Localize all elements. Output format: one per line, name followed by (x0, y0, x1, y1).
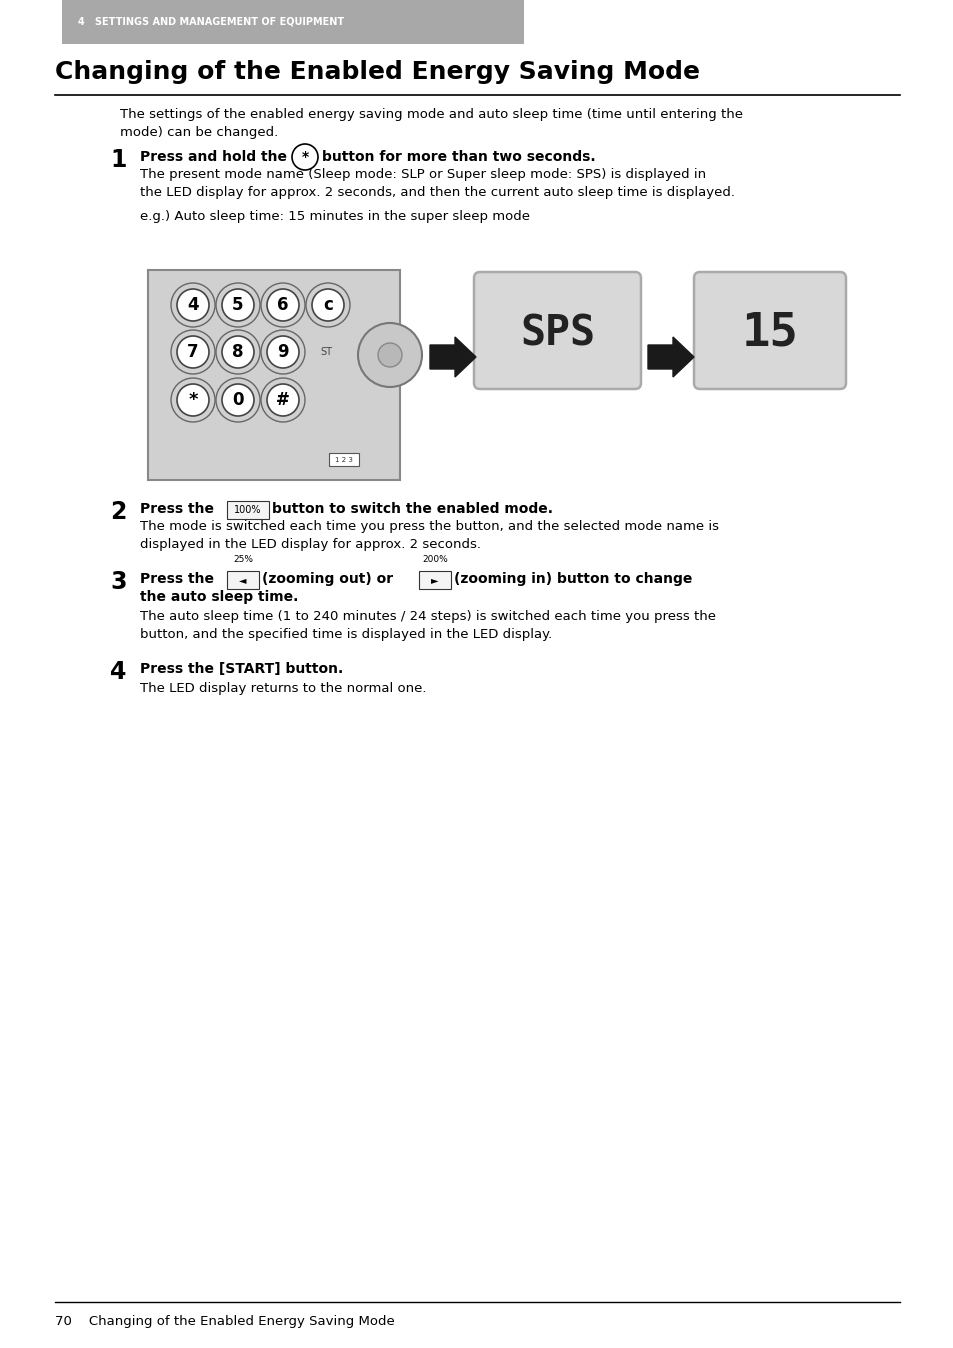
Circle shape (292, 144, 317, 170)
Text: button for more than two seconds.: button for more than two seconds. (322, 150, 595, 164)
Circle shape (171, 330, 214, 373)
Text: ►: ► (431, 576, 438, 585)
Text: (zooming in) button to change: (zooming in) button to change (454, 572, 692, 586)
Circle shape (171, 283, 214, 328)
Text: *: * (188, 391, 197, 408)
Text: 0: 0 (232, 391, 244, 408)
Text: 6: 6 (277, 297, 289, 314)
Circle shape (177, 384, 209, 417)
Text: 100%: 100% (234, 506, 261, 515)
Text: *: * (301, 150, 308, 164)
Circle shape (215, 330, 260, 373)
FancyBboxPatch shape (693, 272, 845, 390)
Circle shape (267, 288, 298, 321)
Text: Press the: Press the (140, 572, 213, 586)
Circle shape (177, 336, 209, 368)
Text: (zooming out) or: (zooming out) or (262, 572, 393, 586)
Text: Press and hold the: Press and hold the (140, 150, 287, 164)
Text: 2: 2 (110, 500, 126, 524)
Circle shape (222, 336, 253, 368)
Polygon shape (430, 337, 476, 377)
FancyBboxPatch shape (148, 270, 399, 480)
Text: 1: 1 (110, 148, 126, 173)
Circle shape (306, 283, 350, 328)
Text: Changing of the Enabled Energy Saving Mode: Changing of the Enabled Energy Saving Mo… (55, 61, 700, 84)
Text: button to switch the enabled mode.: button to switch the enabled mode. (272, 501, 553, 516)
Circle shape (267, 336, 298, 368)
Text: 4: 4 (110, 661, 126, 683)
Text: SPS: SPS (519, 313, 595, 355)
Text: 5: 5 (232, 297, 244, 314)
Text: 1 2 3: 1 2 3 (335, 457, 353, 462)
Text: The LED display returns to the normal one.: The LED display returns to the normal on… (140, 682, 426, 696)
Bar (62, 0, 523, 44)
Text: 9: 9 (277, 342, 289, 361)
Text: Press the [START] button.: Press the [START] button. (140, 662, 343, 675)
Circle shape (261, 283, 305, 328)
Circle shape (177, 288, 209, 321)
Text: c: c (323, 297, 333, 314)
FancyBboxPatch shape (329, 453, 358, 466)
Text: The auto sleep time (1 to 240 minutes / 24 steps) is switched each time you pres: The auto sleep time (1 to 240 minutes / … (140, 611, 716, 642)
Text: 3: 3 (110, 570, 127, 594)
Text: ◄: ◄ (239, 576, 247, 585)
Text: 4: 4 (187, 297, 198, 314)
Circle shape (357, 324, 421, 387)
Circle shape (312, 288, 344, 321)
Text: The mode is switched each time you press the button, and the selected mode name : The mode is switched each time you press… (140, 520, 719, 551)
Text: 25%: 25% (233, 555, 253, 563)
Circle shape (222, 384, 253, 417)
Text: the auto sleep time.: the auto sleep time. (140, 590, 298, 604)
FancyBboxPatch shape (227, 572, 258, 589)
Text: 200%: 200% (421, 555, 447, 563)
FancyBboxPatch shape (474, 272, 640, 390)
Text: ST: ST (319, 346, 332, 357)
Circle shape (261, 377, 305, 422)
Text: 15: 15 (740, 311, 798, 356)
Circle shape (267, 384, 298, 417)
Text: 7: 7 (187, 342, 198, 361)
Circle shape (215, 283, 260, 328)
Text: #: # (275, 391, 290, 408)
Circle shape (261, 330, 305, 373)
Text: 8: 8 (232, 342, 244, 361)
Polygon shape (647, 337, 693, 377)
Circle shape (215, 377, 260, 422)
Text: The settings of the enabled energy saving mode and auto sleep time (time until e: The settings of the enabled energy savin… (120, 108, 742, 139)
Text: Press the: Press the (140, 501, 213, 516)
Circle shape (222, 288, 253, 321)
Text: 70    Changing of the Enabled Energy Saving Mode: 70 Changing of the Enabled Energy Saving… (55, 1316, 395, 1328)
Text: 4   SETTINGS AND MANAGEMENT OF EQUIPMENT: 4 SETTINGS AND MANAGEMENT OF EQUIPMENT (78, 18, 344, 27)
Circle shape (171, 377, 214, 422)
Text: e.g.) Auto sleep time: 15 minutes in the super sleep mode: e.g.) Auto sleep time: 15 minutes in the… (140, 210, 530, 222)
Circle shape (377, 342, 401, 367)
FancyBboxPatch shape (227, 501, 269, 519)
FancyBboxPatch shape (418, 572, 451, 589)
Text: The present mode name (Sleep mode: SLP or Super sleep mode: SPS) is displayed in: The present mode name (Sleep mode: SLP o… (140, 168, 734, 200)
